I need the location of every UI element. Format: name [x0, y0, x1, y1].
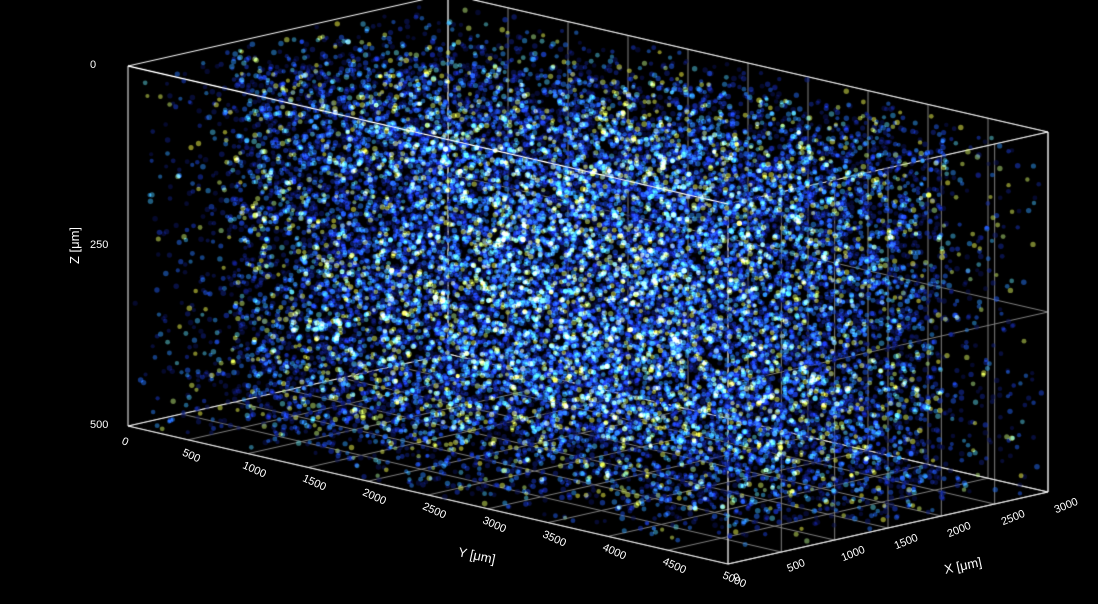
- z-tick: 500: [90, 419, 108, 431]
- z-tick: 250: [90, 239, 108, 251]
- plot-3d-container: { "canvas": { "width": 1098, "height": 6…: [0, 0, 1098, 604]
- front-box-canvas: [0, 0, 1098, 604]
- z-tick: 0: [90, 59, 96, 71]
- z-axis-label: Z [μm]: [67, 227, 82, 264]
